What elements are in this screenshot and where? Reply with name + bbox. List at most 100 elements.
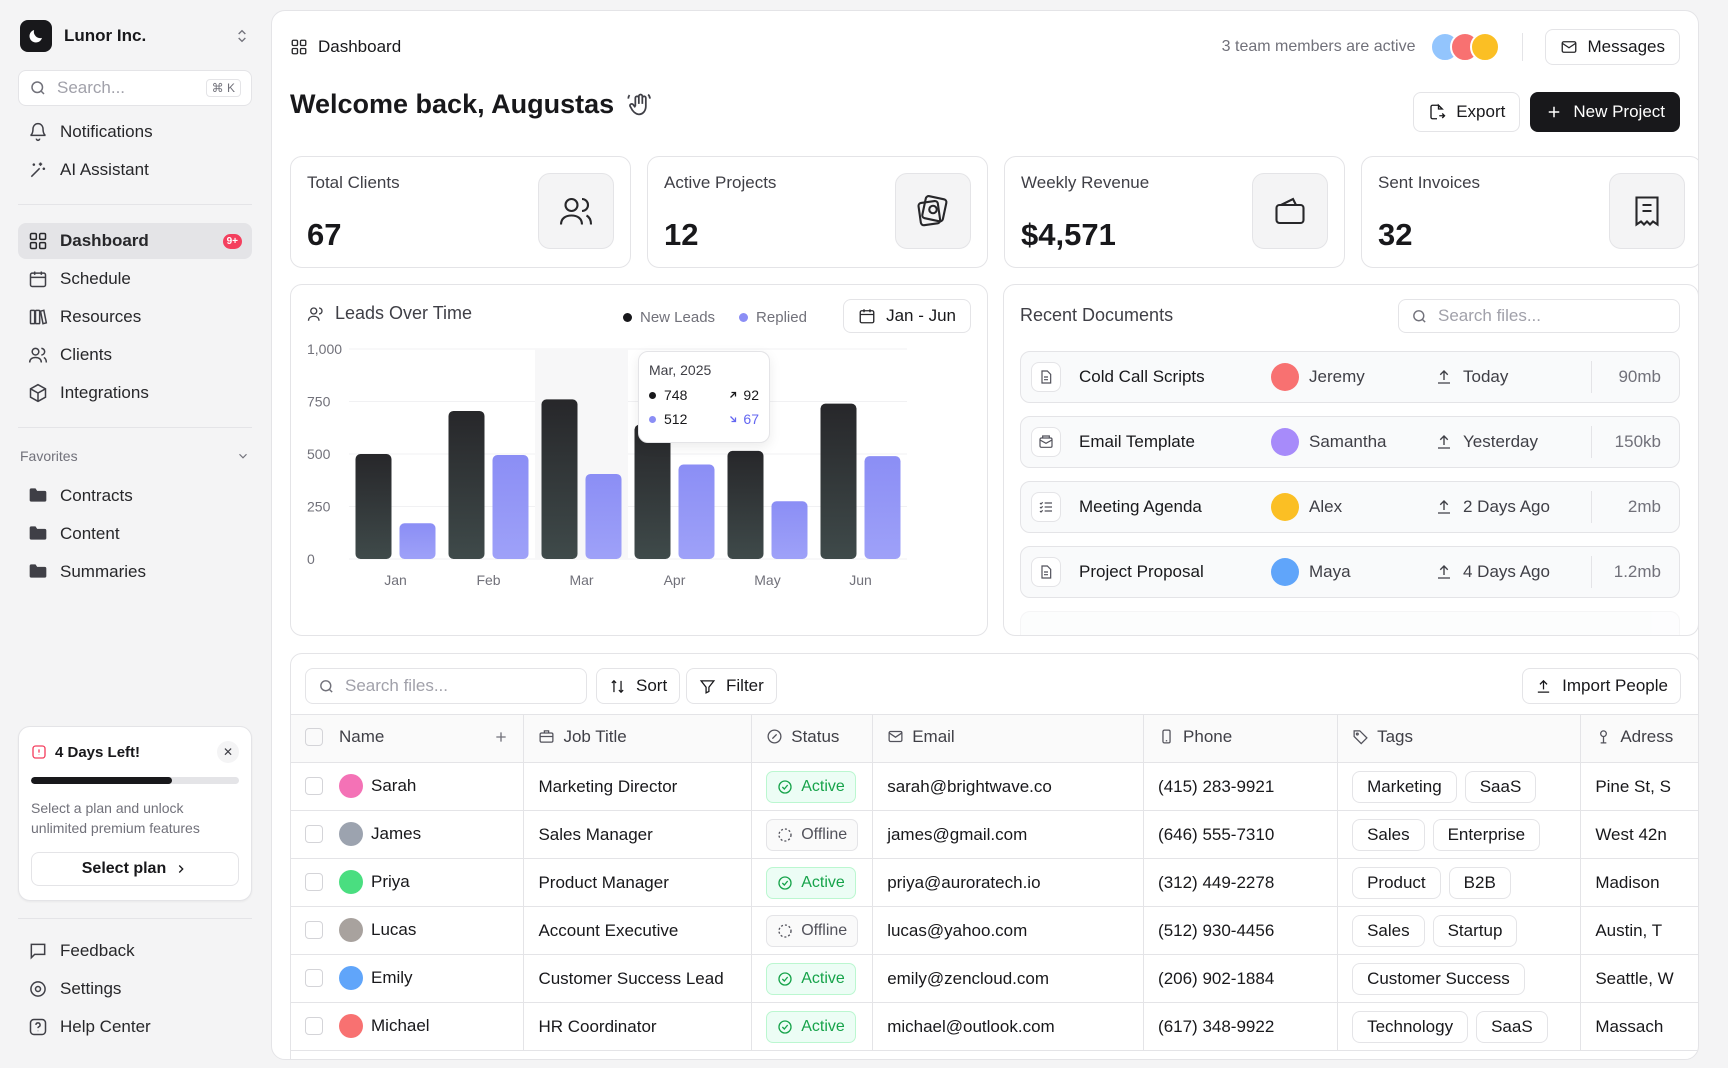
email-cell[interactable]: priya@auroratech.io — [872, 858, 1145, 907]
tag-chip[interactable]: Customer Success — [1352, 962, 1525, 995]
row-checkbox[interactable] — [305, 872, 323, 891]
address-cell: Massach — [1580, 1002, 1698, 1051]
sidebar-search-input[interactable]: Search... ⌘ K — [18, 70, 252, 106]
sidebar-item-notifications[interactable]: Notifications — [18, 114, 252, 150]
email-cell[interactable]: lucas@yahoo.com — [872, 906, 1145, 955]
chart-tooltip: Mar, 2025 748 92 512 67 — [638, 351, 770, 443]
doc-icon — [1031, 557, 1061, 587]
column-header-address[interactable]: Adress — [1580, 714, 1698, 763]
legend-new-leads[interactable]: New Leads — [623, 309, 715, 326]
sidebar-item-settings[interactable]: Settings — [18, 971, 252, 1007]
documents-search-input[interactable]: Search files... — [1398, 299, 1680, 333]
stat-label: Total Clients — [307, 173, 400, 192]
favorite-item-contracts[interactable]: Contracts — [18, 478, 252, 514]
column-header-phone[interactable]: Phone — [1143, 714, 1339, 763]
email-cell[interactable]: james@gmail.com — [872, 810, 1145, 859]
main-panel: Dashboard 3 team members are active Mess… — [271, 10, 1699, 1060]
column-header-name[interactable]: Name — [291, 714, 525, 763]
stat-value: 67 — [307, 217, 342, 252]
x-tick-label: Mar — [569, 572, 593, 588]
document-uploaded: Yesterday — [1463, 432, 1538, 451]
row-checkbox[interactable] — [305, 920, 323, 939]
tag-chip[interactable]: Technology — [1352, 1010, 1469, 1043]
sidebar-item-dashboard[interactable]: Dashboard 9+ — [18, 223, 252, 259]
table-row[interactable]: Michael HR Coordinator Active michael@ou… — [291, 1002, 1698, 1051]
table-row[interactable]: Sarah Marketing Director Active sarah@br… — [291, 762, 1698, 811]
export-button[interactable]: Export — [1413, 92, 1521, 132]
sidebar-item-help-center[interactable]: Help Center — [18, 1009, 252, 1045]
status-badge: Active — [766, 1010, 856, 1043]
favorite-item-summaries[interactable]: Summaries — [18, 554, 252, 590]
sidebar-item-schedule[interactable]: Schedule — [18, 261, 252, 297]
stat-value: 12 — [664, 217, 699, 252]
email-cell[interactable]: emily@zencloud.com — [872, 954, 1145, 1003]
bar-replied — [678, 464, 715, 559]
table-row[interactable]: Priya Product Manager Active priya@auror… — [291, 858, 1698, 907]
select-all-checkbox[interactable] — [305, 727, 323, 746]
select-plan-button[interactable]: Select plan — [31, 852, 239, 886]
tag-chip[interactable]: SaaS — [1464, 770, 1537, 803]
y-tick-label: 1,000 — [307, 341, 342, 357]
tag-chip[interactable]: Sales — [1352, 914, 1425, 947]
row-checkbox[interactable] — [305, 776, 323, 795]
sort-button[interactable]: Sort — [596, 668, 681, 704]
tag-chip[interactable]: SaaS — [1476, 1010, 1548, 1043]
tag-chip[interactable]: Product — [1352, 866, 1441, 899]
divider — [1521, 33, 1523, 61]
column-header-job-title[interactable]: Job Title — [523, 714, 753, 763]
date-range-button[interactable]: Jan - Jun — [843, 299, 971, 333]
tag-chip[interactable]: Enterprise — [1432, 818, 1541, 851]
document-row[interactable]: Project Proposal Maya 4 Days Ago 1.2mb — [1020, 546, 1680, 598]
folder-icon — [28, 562, 48, 582]
tag-chip[interactable]: B2B — [1448, 866, 1511, 899]
doc-icon — [1031, 362, 1061, 392]
table-row[interactable]: Lucas Account Executive Offline lucas@ya… — [291, 906, 1698, 955]
document-row[interactable]: Cold Call Scripts Jeremy Today 90mb — [1020, 351, 1680, 403]
team-avatars[interactable] — [1429, 32, 1500, 62]
sidebar-item-resources[interactable]: Resources — [18, 299, 252, 335]
sidebar-item-feedback[interactable]: Feedback — [18, 933, 252, 969]
email-cell[interactable]: michael@outlook.com — [872, 1002, 1145, 1051]
sidebar-item-ai-assistant[interactable]: AI Assistant — [18, 152, 252, 188]
column-header-tags[interactable]: Tags — [1337, 714, 1582, 763]
tag-chip[interactable]: Marketing — [1352, 770, 1457, 803]
legend-replied[interactable]: Replied — [739, 309, 807, 326]
row-checkbox[interactable] — [305, 968, 323, 987]
tag-chip[interactable]: Startup — [1432, 914, 1518, 947]
stat-card-weekly-revenue: Weekly Revenue $4,571 — [1004, 156, 1345, 268]
column-header-email[interactable]: Email — [872, 714, 1145, 763]
upload-icon — [1535, 678, 1552, 695]
tag-chip[interactable]: Sales — [1352, 818, 1425, 851]
document-row[interactable]: Meeting Agenda Alex 2 Days Ago 2mb — [1020, 481, 1680, 533]
filter-button[interactable]: Filter — [686, 668, 777, 704]
messages-button[interactable]: Messages — [1544, 29, 1680, 65]
row-checkbox[interactable] — [305, 824, 323, 843]
grid-icon — [290, 38, 308, 56]
new-project-button[interactable]: New Project — [1530, 92, 1680, 132]
column-header-status[interactable]: Status — [751, 714, 874, 763]
people-table: Name Job Title Status Email Phone Tags A… — [291, 714, 1698, 1051]
phone-cell: (206) 902-1884 — [1143, 954, 1339, 1003]
sidebar-item-clients[interactable]: Clients — [18, 337, 252, 373]
status-label: Active — [801, 873, 845, 891]
sidebar-item-integrations[interactable]: Integrations — [18, 375, 252, 411]
export-label: Export — [1456, 102, 1506, 121]
invoice-icon — [1609, 173, 1685, 249]
users-icon — [28, 345, 48, 365]
table-row[interactable]: Emily Customer Success Lead Active emily… — [291, 954, 1698, 1003]
plus-icon[interactable] — [493, 729, 509, 745]
import-people-button[interactable]: Import People — [1522, 668, 1681, 704]
org-switcher[interactable]: Lunor Inc. — [18, 16, 252, 56]
people-search-input[interactable]: Search files... — [305, 668, 587, 704]
close-icon[interactable]: ✕ — [217, 741, 239, 763]
row-checkbox[interactable] — [305, 1016, 323, 1035]
upload-icon — [1435, 368, 1453, 386]
email-cell[interactable]: sarah@brightwave.co — [872, 762, 1145, 811]
table-row[interactable]: James Sales Manager Offline james@gmail.… — [291, 810, 1698, 859]
document-row-faded — [1020, 611, 1680, 635]
filter-icon — [699, 678, 716, 695]
sort-label: Sort — [636, 676, 668, 695]
favorite-item-content[interactable]: Content — [18, 516, 252, 552]
document-row[interactable]: Email Template Samantha Yesterday 150kb — [1020, 416, 1680, 468]
favorites-section-toggle[interactable]: Favorites — [18, 444, 252, 468]
